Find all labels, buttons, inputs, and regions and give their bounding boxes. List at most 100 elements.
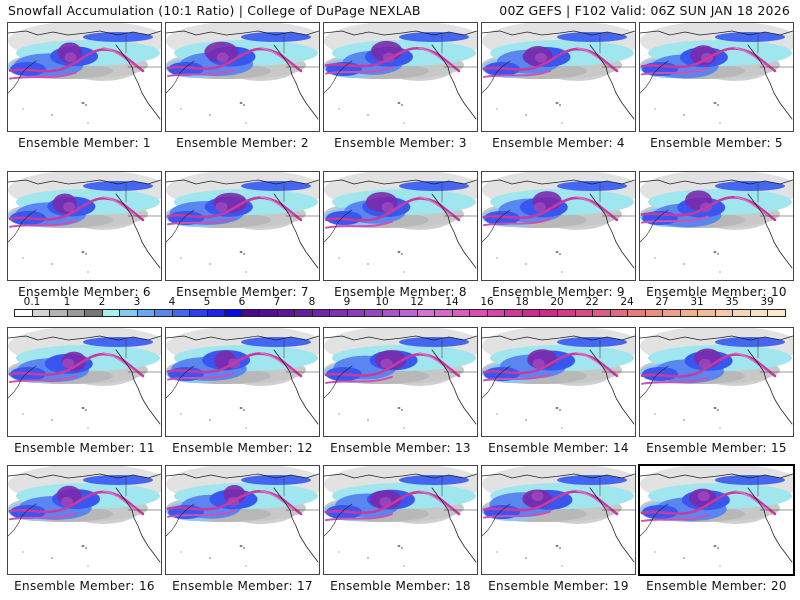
colorbar-tick-label: 39	[760, 296, 774, 308]
snowfall-field	[8, 172, 161, 273]
panel-label: Ensemble Member: 13	[330, 441, 471, 455]
ensemble-panel[interactable]: Ensemble Member: 11	[7, 327, 162, 455]
snowfall-field	[482, 466, 635, 567]
snowfall-map	[7, 465, 162, 575]
colorbar-swatch	[662, 309, 680, 317]
panel-label: Ensemble Member: 15	[646, 441, 787, 455]
colorbar-swatch	[732, 309, 750, 317]
snowfall-field	[8, 23, 161, 124]
colorbar-swatch	[592, 309, 610, 317]
snowfall-field	[640, 328, 793, 429]
colorbar-swatch	[136, 309, 155, 317]
snowfall-field	[8, 328, 161, 429]
ensemble-panel[interactable]: Ensemble Member: 5	[639, 22, 794, 150]
ensemble-panel[interactable]: Ensemble Member: 12	[165, 327, 320, 455]
colorbar-tick-label: 9	[343, 296, 351, 308]
colorbar-tick-label: 2	[98, 296, 106, 308]
panel-label: Ensemble Member: 7	[176, 285, 309, 299]
ensemble-panel[interactable]: Ensemble Member: 14	[481, 327, 636, 455]
colorbar-swatch	[574, 309, 593, 317]
ensemble-panel[interactable]: Ensemble Member: 10	[639, 171, 794, 299]
colorbar-swatch	[241, 309, 260, 317]
colorbar-tick-label: 0.1	[23, 296, 41, 308]
ensemble-panel[interactable]: Ensemble Member: 4	[481, 22, 636, 150]
colorbar-swatch	[714, 309, 733, 317]
ensemble-panel[interactable]: Ensemble Member: 1	[7, 22, 162, 150]
colorbar-tick-label: 31	[690, 296, 704, 308]
colorbar-swatch	[101, 309, 120, 317]
snowfall-map	[323, 327, 478, 437]
ensemble-panel[interactable]: Ensemble Member: 7	[165, 171, 320, 299]
map-title: Snowfall Accumulation (10:1 Ratio) | Col…	[8, 3, 421, 18]
ensemble-panel[interactable]: Ensemble Member: 20	[638, 464, 795, 593]
snowfall-map	[7, 327, 162, 437]
colorbar-tick-label: 22	[585, 296, 599, 308]
panel-label: Ensemble Member: 8	[334, 285, 467, 299]
colorbar-swatch	[399, 309, 417, 317]
colorbar-tick-label: 14	[445, 296, 459, 308]
snowfall-field	[640, 172, 793, 273]
colorbar-swatch	[469, 309, 487, 317]
colorbar-swatch	[416, 309, 435, 317]
colorbar-swatch	[679, 309, 698, 317]
colorbar-swatch	[311, 309, 330, 317]
snowfall-field	[482, 328, 635, 429]
snowfall-map	[165, 327, 320, 437]
panel-label: Ensemble Member: 5	[650, 136, 783, 150]
colorbar-swatch	[259, 309, 277, 317]
snowfall-field	[166, 328, 319, 429]
colorbar-tick-label: 6	[238, 296, 246, 308]
ensemble-panel[interactable]: Ensemble Member: 19	[481, 465, 636, 593]
panel-label: Ensemble Member: 6	[18, 285, 151, 299]
snowfall-field	[324, 328, 477, 429]
ensemble-panel[interactable]: Ensemble Member: 15	[639, 327, 794, 455]
colorbar-swatch	[539, 309, 557, 317]
colorbar-swatch	[451, 309, 470, 317]
colorbar-swatch	[49, 309, 67, 317]
colorbar-tick-label: 5	[203, 296, 211, 308]
snowfall-field	[166, 172, 319, 273]
ensemble-panel[interactable]: Ensemble Member: 13	[323, 327, 478, 455]
snowfall-field	[640, 466, 793, 567]
colorbar-swatch	[697, 309, 715, 317]
run-info: 00Z GEFS | F102 Valid: 06Z SUN JAN 18 20…	[499, 3, 790, 18]
panel-label: Ensemble Member: 1	[18, 136, 151, 150]
snowfall-field	[640, 23, 793, 124]
snowfall-map	[639, 22, 794, 132]
colorbar-swatch	[276, 309, 295, 317]
colorbar-tick-label: 35	[725, 296, 739, 308]
colorbar-tick-label: 12	[410, 296, 424, 308]
ensemble-panel[interactable]: Ensemble Member: 8	[323, 171, 478, 299]
snowfall-map	[481, 171, 636, 281]
snowfall-field	[324, 172, 477, 273]
colorbar-swatch	[119, 309, 137, 317]
snowfall-map	[165, 22, 320, 132]
panel-label: Ensemble Member: 19	[488, 579, 629, 593]
colorbar-swatch	[521, 309, 540, 317]
ensemble-panel[interactable]: Ensemble Member: 2	[165, 22, 320, 150]
colorbar-swatch	[171, 309, 190, 317]
ensemble-panel[interactable]: Ensemble Member: 18	[323, 465, 478, 593]
snowfall-map	[165, 465, 320, 575]
colorbar-labels: 0.1 1 2 3 4 5 6 7 8 9 10 12 14 16 18 20 22 24 27 31 35 39	[0, 296, 800, 308]
ensemble-panel[interactable]: Ensemble Member: 3	[323, 22, 478, 150]
snowfall-field	[482, 172, 635, 273]
colorbar-swatch	[627, 309, 645, 317]
panel-label: Ensemble Member: 3	[334, 136, 467, 150]
ensemble-panel[interactable]: Ensemble Member: 9	[481, 171, 636, 299]
colorbar-swatch	[486, 309, 505, 317]
ensemble-panel[interactable]: Ensemble Member: 17	[165, 465, 320, 593]
snowfall-map	[323, 465, 478, 575]
colorbar-tick-label: 1	[63, 296, 71, 308]
colorbar-tick-label: 10	[375, 296, 389, 308]
ensemble-panel[interactable]: Ensemble Member: 6	[7, 171, 162, 299]
colorbar-swatch	[294, 309, 312, 317]
panel-label: Ensemble Member: 16	[14, 579, 155, 593]
panel-label: Ensemble Member: 9	[492, 285, 625, 299]
colorbar-swatch	[66, 309, 85, 317]
colorbar-swatch	[434, 309, 452, 317]
colorbar-tick-label: 8	[308, 296, 316, 308]
snowfall-map	[639, 171, 794, 281]
ensemble-panel[interactable]: Ensemble Member: 16	[7, 465, 162, 593]
snowfall-map	[323, 22, 478, 132]
